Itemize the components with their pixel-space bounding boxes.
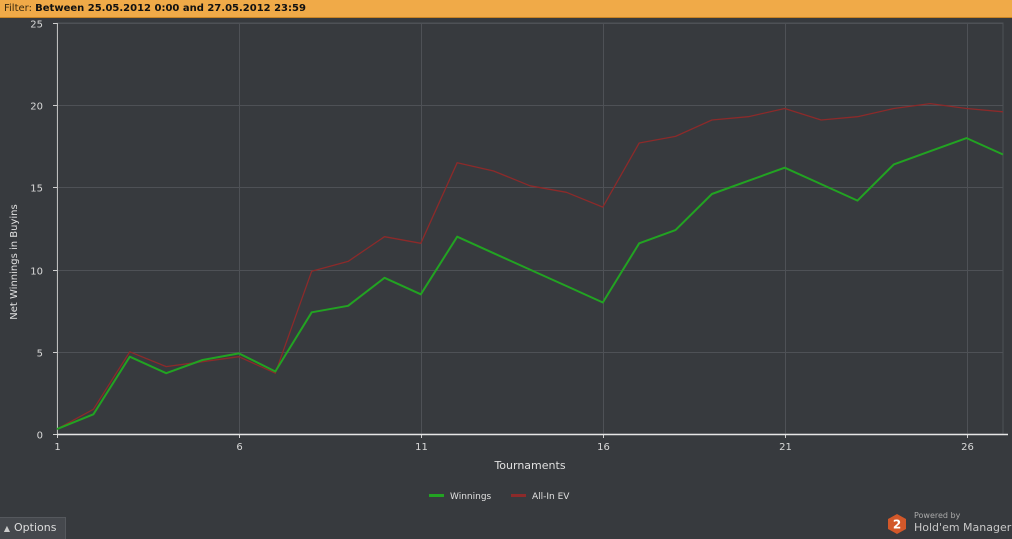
x-tick-label: 21: [779, 442, 792, 453]
x-tick-label: 6: [236, 442, 242, 453]
y-tick-label: 25: [30, 20, 43, 31]
options-label: Options: [14, 521, 57, 534]
filter-bar[interactable]: Filter: Between 25.05.2012 0:00 and 27.0…: [0, 0, 1012, 18]
legend-label-allin-ev: All-In EV: [532, 492, 570, 502]
chevron-up-icon: ▲: [3, 524, 11, 533]
x-tick-label: 11: [415, 442, 428, 453]
y-axis-label: Net Winnings in Buyins: [9, 204, 20, 319]
grid-lines: [56, 22, 1004, 435]
powered-by-label: Powered by: [914, 511, 961, 520]
y-tick-label: 0: [37, 431, 43, 442]
brand: 2 Powered by Hold'em Manager: [886, 511, 1012, 537]
axes: [53, 23, 1008, 438]
legend-label-winnings: Winnings: [450, 492, 492, 502]
y-tick-label: 20: [30, 102, 43, 113]
options-button[interactable]: ▲ Options: [0, 517, 66, 539]
y-tick-label: 10: [30, 267, 43, 278]
svg-text:2: 2: [893, 518, 901, 532]
y-tick-label: 15: [30, 184, 43, 195]
series-line-allin-ev: [56, 102, 1004, 430]
plot-frame: [56, 22, 1004, 435]
x-tick-label: 16: [597, 442, 610, 453]
filter-value: Between 25.05.2012 0:00 and 27.05.2012 2…: [35, 3, 306, 14]
x-tick-label: 1: [54, 442, 60, 453]
legend: Winnings All-In EV: [429, 492, 570, 502]
x-tick-label: 26: [961, 442, 974, 453]
holdem-manager-logo-icon: 2: [888, 514, 906, 534]
x-axis-label: Tournaments: [493, 459, 565, 472]
y-tick-label: 5: [37, 349, 43, 360]
series-line-winnings: [56, 137, 1004, 431]
filter-label: Filter:: [4, 3, 32, 14]
brand-name: Hold'em Manager: [914, 521, 1012, 534]
series-lines: [56, 102, 1004, 431]
